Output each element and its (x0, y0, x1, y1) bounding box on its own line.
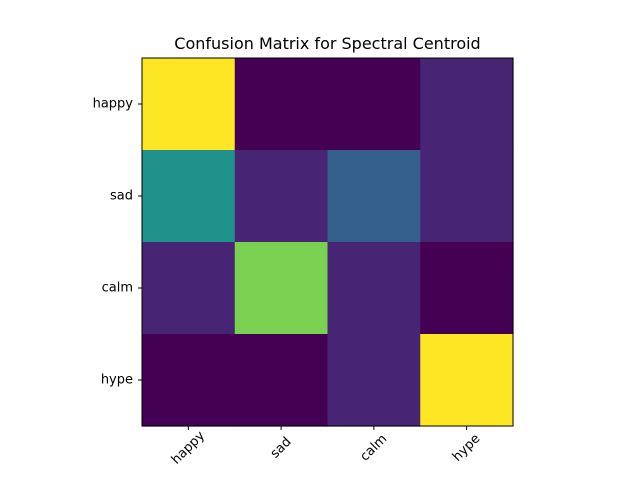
y-tick-label: calm (102, 281, 133, 296)
heatmap-cell-sad-calm (327, 150, 421, 243)
heatmap-cell-calm-hype (420, 242, 514, 335)
heatmap-cell-happy-hype (420, 58, 514, 151)
y-axis: happy sad calm hype (93, 97, 142, 388)
heatmap-cell-sad-sad (234, 150, 329, 243)
axes-frame (141, 57, 514, 427)
heatmap-cell-happy-happy (142, 58, 236, 151)
chart-title: Confusion Matrix for Spectral Centroid (174, 34, 480, 53)
heatmap-cell-hype-sad (234, 334, 329, 427)
heatmap-cell-hype-happy (142, 334, 236, 427)
y-tick-label: hype (101, 373, 133, 388)
heatmap-cells (142, 58, 514, 427)
heatmap-cell-sad-happy (142, 150, 236, 243)
heatmap-cell-hype-hype (420, 334, 514, 427)
heatmap-cell-calm-happy (142, 242, 236, 335)
heatmap-cell-calm-calm (327, 242, 421, 335)
heatmap-cell-happy-sad (234, 58, 329, 151)
heatmap-cell-hype-calm (327, 334, 421, 427)
heatmap-cell-happy-calm (327, 58, 421, 151)
heatmap-cell-calm-sad (234, 242, 329, 335)
y-tick-label: happy (93, 97, 134, 112)
heatmap-cell-sad-hype (420, 150, 514, 243)
y-tick-label: sad (110, 189, 133, 204)
